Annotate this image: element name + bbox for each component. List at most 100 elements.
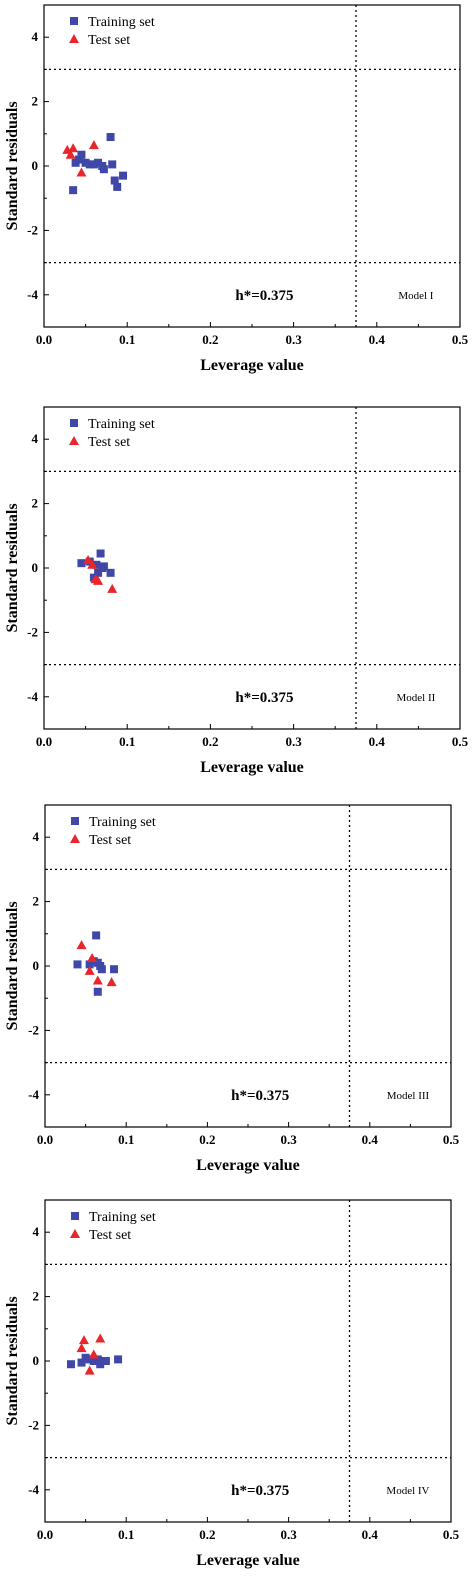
y-tick-label: 2 — [33, 1289, 40, 1304]
y-tick-label: 0 — [33, 958, 40, 973]
model-label: Model IV — [386, 1485, 429, 1497]
x-tick-label: 0.0 — [37, 1132, 53, 1147]
legend-training-label: Training set — [88, 417, 155, 432]
test-point — [76, 1343, 87, 1353]
training-point — [92, 560, 101, 569]
x-tick-label: 0.0 — [36, 332, 52, 347]
y-tick-label: -2 — [27, 222, 38, 237]
test-point — [93, 575, 104, 585]
training-point — [77, 559, 86, 568]
test-point — [87, 559, 98, 569]
x-tick-label: 0.0 — [37, 1527, 53, 1542]
model-label: Model I — [398, 290, 433, 302]
x-tick-label: 0.1 — [119, 332, 135, 347]
test-point — [87, 952, 98, 962]
y-tick-label: 2 — [32, 496, 39, 511]
x-tick-label: 0.4 — [369, 332, 386, 347]
training-point — [85, 1355, 94, 1364]
y-axis-title: Standard residuals — [4, 503, 21, 632]
y-tick-label: -4 — [28, 1482, 39, 1497]
training-point — [97, 1357, 106, 1365]
y-tick-label: 0 — [32, 560, 39, 575]
x-tick-label: 0.2 — [199, 1132, 215, 1147]
h-star-annotation: h*=0.375 — [235, 288, 293, 304]
training-point — [110, 176, 119, 185]
y-tick-label: 0 — [33, 1353, 40, 1368]
x-tick-label: 0.3 — [280, 1132, 297, 1147]
training-point — [89, 1357, 98, 1365]
test-point — [83, 554, 94, 564]
h-star-annotation: h*=0.375 — [231, 1483, 289, 1499]
test-point — [76, 940, 87, 950]
y-axis-title: Standard residuals — [4, 101, 21, 230]
x-tick-label: 0.1 — [118, 1132, 134, 1147]
test-point — [78, 1335, 89, 1345]
test-point — [84, 965, 95, 975]
y-tick-label: -2 — [28, 1022, 39, 1037]
test-point — [106, 977, 117, 987]
test-point — [95, 1333, 106, 1343]
training-point — [89, 160, 98, 169]
training-point — [106, 568, 115, 577]
legend-training-label: Training set — [89, 1210, 156, 1225]
x-tick-label: 0.3 — [285, 332, 302, 347]
x-tick-label: 0.4 — [369, 734, 386, 749]
training-point — [96, 549, 105, 558]
chart-panel-4: 4 2 0 -2 -4 0.0 0.1 0.2 0.3 0.4 0.5 Leverage value S… — [4, 1199, 460, 1569]
y-tick-label: 2 — [32, 94, 39, 109]
y-tick-label: -2 — [27, 624, 38, 639]
y-tick-label: 4 — [33, 1224, 40, 1239]
training-point — [73, 960, 82, 969]
training-point — [93, 1355, 102, 1364]
test-point — [65, 149, 76, 159]
training-point — [110, 965, 119, 974]
legend-test-label: Test set — [88, 435, 130, 450]
y-tick-label: 0 — [32, 158, 39, 173]
h-star-annotation: h*=0.375 — [235, 690, 293, 706]
training-point — [93, 987, 102, 996]
x-tick-label: 0.0 — [36, 734, 52, 749]
training-point — [92, 931, 101, 940]
test-point — [107, 583, 118, 593]
x-axis-title: Leverage value — [200, 357, 304, 374]
training-point — [113, 182, 122, 191]
test-point — [88, 140, 99, 150]
model-label: Model III — [387, 1090, 430, 1102]
training-point — [108, 160, 117, 169]
training-point — [119, 171, 128, 180]
y-tick-label: 2 — [33, 894, 40, 909]
test-point — [92, 975, 103, 985]
x-tick-label: 0.4 — [362, 1527, 379, 1542]
legend-square-marker — [70, 17, 78, 25]
test-point — [76, 167, 87, 177]
chart-panel-3: 4 2 0 -2 -4 0.0 0.1 0.2 0.3 0.4 0.5 Leverage value S… — [4, 804, 460, 1174]
training-point — [81, 158, 90, 167]
legend-test-label: Test set — [89, 1228, 131, 1243]
x-tick-label: 0.2 — [202, 734, 218, 749]
x-tick-label: 0.1 — [118, 1527, 134, 1542]
model-label: Model II — [397, 692, 436, 704]
plot-frame — [44, 804, 452, 1128]
training-point — [99, 562, 108, 571]
y-tick-label: 4 — [33, 829, 40, 844]
chart-panel-2: 4 2 0 -2 -4 0.0 0.1 0.2 0.3 0.4 0.5 Leverage value S… — [4, 406, 469, 776]
y-tick-label: 4 — [32, 29, 39, 44]
test-point — [84, 1365, 95, 1375]
legend-square-marker — [70, 419, 78, 427]
legend-square-marker — [71, 1212, 79, 1220]
chart-panel-1: 4 2 0 -2 -4 0.0 0.1 0.2 0.3 0.4 0.5 Leverage value S… — [4, 4, 469, 374]
training-point — [106, 133, 115, 142]
x-tick-label: 0.5 — [452, 734, 469, 749]
x-tick-label: 0.3 — [285, 734, 302, 749]
training-point — [85, 960, 94, 969]
training-point — [97, 965, 106, 974]
training-point — [114, 1355, 123, 1364]
x-tick-label: 0.5 — [443, 1527, 460, 1542]
legend-test-label: Test set — [89, 833, 131, 848]
training-point — [94, 568, 103, 577]
x-tick-label: 0.5 — [443, 1132, 460, 1147]
x-tick-label: 0.5 — [452, 332, 469, 347]
x-tick-label: 0.4 — [362, 1132, 379, 1147]
